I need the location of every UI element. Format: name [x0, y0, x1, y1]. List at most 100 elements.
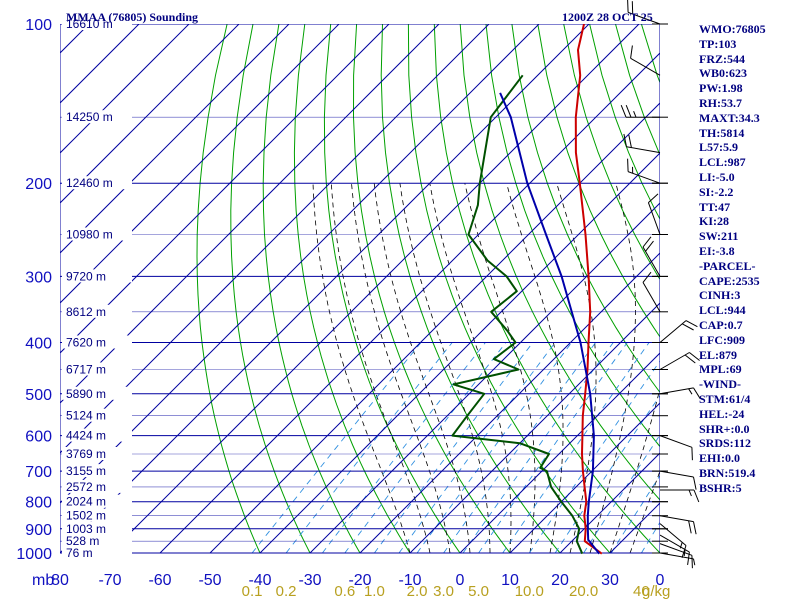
wind-barb-feather	[693, 521, 697, 535]
wind-barb-shaft	[659, 470, 694, 478]
mixing-ratio-tick-label: 10.0	[515, 583, 544, 600]
wind-barb-feather	[693, 558, 696, 566]
height-label-bg	[62, 227, 132, 241]
index-entry: BSHR:5	[699, 480, 742, 495]
height-label: 528 m	[66, 534, 99, 548]
profile-curves	[451, 24, 603, 555]
wind-barb-shaft	[659, 552, 694, 560]
height-label: 3769 m	[66, 447, 106, 461]
pressure-axis: 100 200 300 400 500 600 700 800 900 1000	[16, 17, 52, 563]
height-label-bg	[62, 521, 132, 535]
wind-barb-feather	[693, 476, 697, 490]
index-entry: TP:103	[699, 36, 737, 51]
wind-barb-shaft	[647, 202, 661, 235]
index-entry: MPL:69	[699, 362, 742, 377]
wind-barb-feather	[691, 555, 693, 569]
temperature-tick-label: -20	[348, 572, 371, 589]
height-label-bg	[62, 428, 132, 442]
mixing-ratio-tick-label: 0.1	[242, 583, 263, 600]
isotherm-line	[60, 24, 340, 304]
pressure-tick-label: 400	[25, 336, 52, 353]
wind-barb-feather	[620, 105, 627, 118]
wind-barb-feather	[642, 271, 652, 283]
isotherm-line	[359, 252, 660, 554]
wind-barb-feather	[679, 542, 683, 549]
wind-barb-feather	[693, 489, 700, 503]
height-label: 4424 m	[66, 429, 106, 443]
moist-adiabat	[589, 183, 636, 554]
wind-barb-shaft	[659, 515, 694, 523]
index-entry: KI:28	[699, 214, 729, 229]
temperature-tick-label: -70	[98, 572, 121, 589]
height-label: 2572 m	[66, 480, 106, 494]
wind-barb-feather	[688, 489, 692, 497]
wind-barb-shaft	[659, 320, 687, 343]
wind-barb-feather	[693, 387, 701, 400]
wind-barb-feather	[648, 193, 659, 203]
temperature-tick-label: -40	[248, 572, 271, 589]
index-entry: EL:879	[699, 347, 738, 362]
index-entry: -PARCEL-	[699, 258, 756, 273]
index-entry: L57:5.9	[699, 140, 738, 155]
height-label-bg	[62, 546, 132, 559]
height-label-bg	[62, 176, 132, 190]
height-label-bg	[62, 335, 132, 349]
temperature-tick-label: 30	[601, 572, 619, 589]
height-label-bg	[62, 447, 132, 460]
dry-adiabat	[293, 24, 411, 554]
dewpoint-curve	[451, 74, 584, 555]
height-label: 16610 m	[66, 17, 113, 31]
isotherm-line	[60, 24, 290, 254]
background-lines	[60, 24, 660, 555]
wind-barb-feather	[681, 323, 694, 331]
wind-barb-shaft	[659, 387, 694, 395]
index-entry: BRN:519.4	[699, 465, 756, 480]
isotherm-line	[309, 202, 660, 554]
wind-barb-shaft	[642, 246, 661, 277]
height-label-bg	[62, 464, 132, 478]
mixing-ratio-line	[322, 342, 486, 554]
height-label-bg	[62, 508, 132, 522]
wind-barb-feather	[627, 0, 629, 13]
moist-adiabat	[330, 183, 431, 554]
parcel-curve	[499, 92, 601, 555]
height-label: 7620 m	[66, 336, 106, 350]
height-label: 76 m	[66, 546, 93, 560]
index-entry: HEL:-24	[699, 406, 745, 421]
index-entry: RH:53.7	[699, 95, 742, 110]
pressure-tick-label: 100	[25, 17, 52, 34]
wind-barbs	[620, 0, 701, 569]
height-label-bg	[62, 269, 132, 283]
index-entry: MAXT:34.3	[699, 110, 760, 125]
index-entry: LCL:944	[699, 303, 746, 318]
isotherm-line	[259, 152, 660, 554]
height-label: 1502 m	[66, 509, 106, 523]
pressure-tick-label: 900	[25, 522, 52, 539]
height-label: 6717 m	[66, 363, 106, 377]
index-entry: WMO:76805	[699, 22, 766, 36]
isotherm-line	[509, 402, 660, 554]
temperature-tick-label: -50	[198, 572, 221, 589]
index-entry: WB0:623	[699, 66, 747, 81]
mixing-ratio-tick-label: 3.0	[433, 583, 454, 600]
wind-barb-shaft	[642, 282, 661, 313]
chart-time: 1200Z 28 OCT 25	[562, 10, 653, 24]
index-entry: LFC:909	[699, 332, 745, 347]
height-labels: 16610 m 14250 m 12460 m 10980 m 9720 m 8612 m…	[62, 17, 132, 560]
index-entry: STM:61/4	[699, 391, 751, 406]
height-label: 14250 m	[66, 110, 113, 124]
height-label-bg	[62, 408, 132, 422]
isotherm-line	[60, 24, 440, 404]
temperature-tick-label: -60	[148, 572, 171, 589]
height-label: 1003 m	[66, 522, 106, 536]
wind-barb-feather	[684, 354, 696, 364]
index-entry: EHI:0.0	[699, 451, 741, 466]
mixing-ratio-tick-label: 0.6	[334, 583, 355, 600]
dry-adiabat	[262, 24, 361, 554]
wind-barb-feather	[642, 236, 652, 248]
index-entry: CAPE:2535	[699, 273, 760, 288]
height-label: 8612 m	[66, 305, 106, 319]
chart-title: MMAA (76805) Sounding	[66, 10, 198, 24]
height-label-bg	[62, 362, 132, 376]
temperature-tick-label: -10	[398, 572, 421, 589]
